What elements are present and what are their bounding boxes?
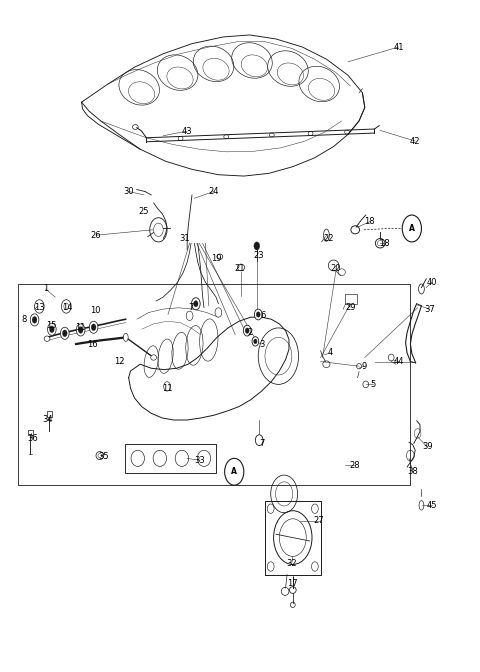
Circle shape — [254, 242, 260, 250]
Bar — [47, 411, 52, 417]
Text: 39: 39 — [422, 442, 432, 452]
Text: 29: 29 — [345, 302, 356, 312]
Text: 17: 17 — [288, 579, 298, 588]
Text: 35: 35 — [98, 452, 108, 462]
Circle shape — [76, 324, 85, 336]
Text: 32: 32 — [287, 558, 297, 568]
Text: 8: 8 — [21, 314, 27, 324]
Text: 30: 30 — [123, 187, 134, 196]
Circle shape — [91, 324, 96, 331]
Text: 40: 40 — [427, 278, 437, 287]
Text: 37: 37 — [424, 304, 435, 314]
Text: 7: 7 — [259, 439, 264, 448]
Circle shape — [164, 382, 170, 391]
Circle shape — [32, 317, 37, 323]
Text: 7: 7 — [188, 302, 194, 312]
Text: 10: 10 — [90, 306, 100, 315]
Circle shape — [48, 323, 56, 335]
Ellipse shape — [44, 336, 50, 341]
Text: 6: 6 — [260, 311, 266, 321]
Circle shape — [49, 326, 54, 333]
Text: 5: 5 — [371, 380, 376, 389]
Text: 25: 25 — [139, 207, 149, 216]
Text: 12: 12 — [114, 357, 124, 366]
Text: 28: 28 — [349, 460, 360, 470]
Text: 9: 9 — [361, 362, 366, 371]
Circle shape — [89, 321, 98, 333]
Text: 22: 22 — [324, 234, 334, 243]
Text: 43: 43 — [182, 126, 192, 136]
Text: 15: 15 — [47, 321, 57, 331]
Circle shape — [30, 314, 39, 326]
Text: 11: 11 — [75, 323, 86, 333]
Bar — [345, 294, 357, 304]
Circle shape — [254, 309, 262, 320]
Text: 41: 41 — [393, 42, 404, 52]
Text: 31: 31 — [180, 234, 190, 243]
Text: 19: 19 — [211, 254, 221, 263]
Text: 42: 42 — [410, 136, 420, 146]
Text: 45: 45 — [427, 501, 437, 510]
Circle shape — [62, 330, 67, 337]
Text: 23: 23 — [254, 251, 264, 260]
Text: 33: 33 — [194, 456, 204, 465]
Text: 27: 27 — [314, 516, 324, 526]
Circle shape — [193, 301, 198, 307]
Text: 18: 18 — [379, 239, 389, 248]
Circle shape — [215, 308, 222, 317]
Text: 20: 20 — [331, 264, 341, 274]
Text: 26: 26 — [91, 230, 101, 240]
Circle shape — [255, 435, 263, 446]
Text: 36: 36 — [27, 433, 38, 443]
Text: 24: 24 — [208, 187, 219, 196]
Circle shape — [243, 325, 251, 336]
Text: 38: 38 — [408, 467, 418, 476]
Text: 14: 14 — [62, 302, 72, 312]
Bar — [125, 444, 216, 473]
Ellipse shape — [151, 355, 156, 360]
Circle shape — [78, 327, 83, 333]
Text: 4: 4 — [328, 348, 333, 358]
Text: A: A — [231, 467, 237, 476]
Text: 44: 44 — [394, 357, 405, 366]
Circle shape — [192, 298, 200, 310]
Circle shape — [256, 312, 260, 317]
Text: 18: 18 — [364, 217, 375, 226]
Text: 21: 21 — [235, 264, 245, 274]
Bar — [18, 284, 410, 485]
Circle shape — [186, 311, 193, 321]
Text: 11: 11 — [162, 384, 172, 393]
Text: 13: 13 — [34, 302, 45, 312]
Bar — [28, 430, 33, 435]
Circle shape — [245, 328, 249, 333]
Circle shape — [253, 339, 257, 343]
Ellipse shape — [123, 333, 128, 341]
Text: 34: 34 — [43, 415, 53, 425]
Text: A: A — [409, 224, 415, 233]
Text: 1: 1 — [43, 284, 48, 294]
Text: 2: 2 — [247, 328, 252, 337]
Circle shape — [252, 337, 259, 346]
Text: 16: 16 — [87, 339, 97, 349]
Circle shape — [60, 327, 69, 339]
Text: 3: 3 — [259, 339, 264, 349]
